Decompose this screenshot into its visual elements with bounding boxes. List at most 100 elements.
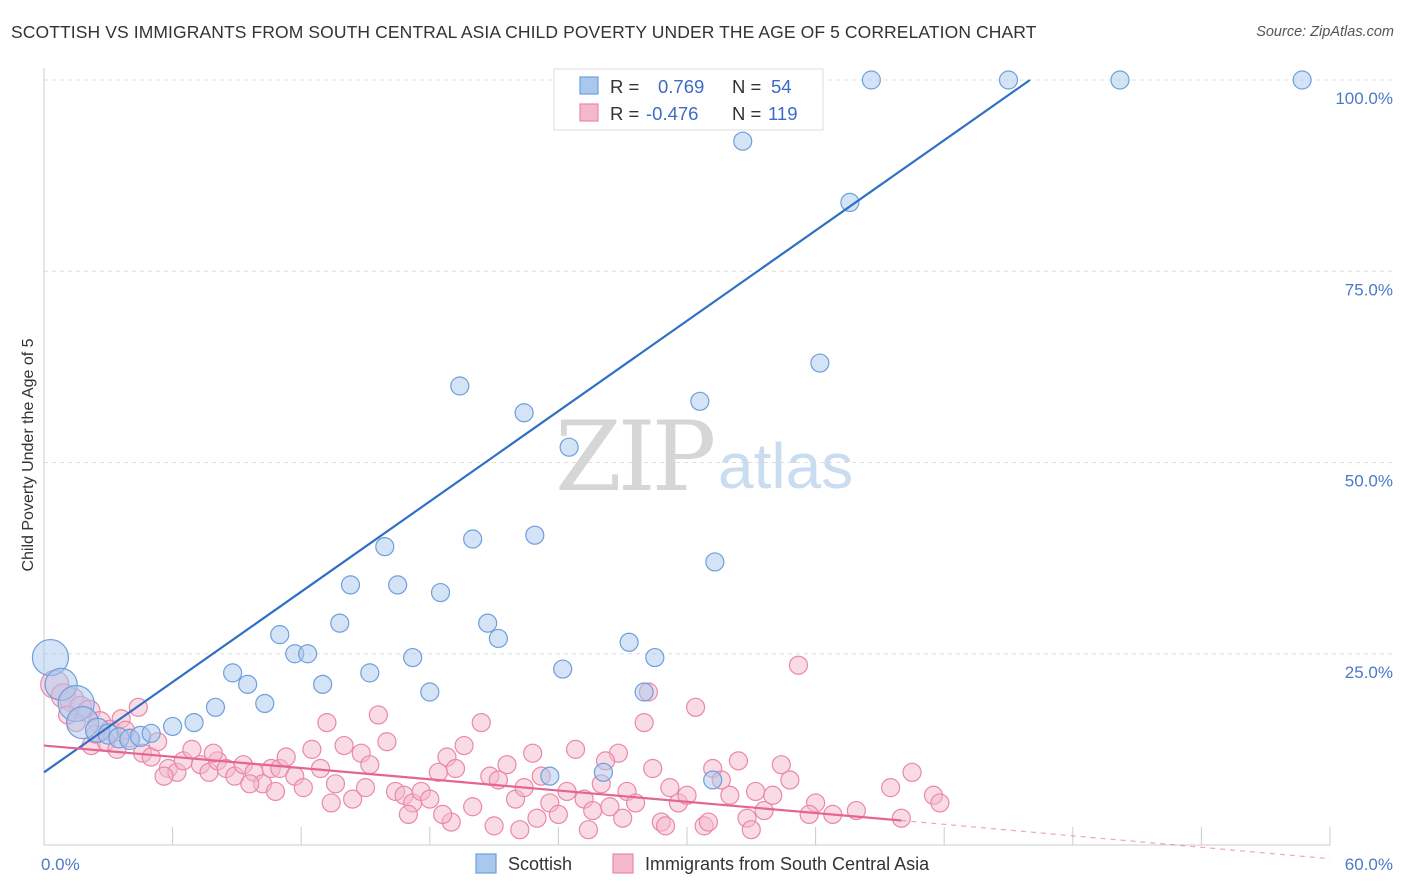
point-scottish-39 (634, 682, 654, 702)
x-tick-label-0: 0.0% (41, 855, 80, 874)
axes (43, 68, 1331, 846)
y-tick-label-0: 100.0% (1335, 89, 1393, 108)
point-scottish-49 (861, 70, 881, 90)
point-immigrants-83 (720, 785, 740, 805)
bottom-legend-scottish: Scottish (508, 854, 572, 874)
point-immigrants-91 (788, 655, 809, 675)
point-immigrants-108 (398, 804, 418, 825)
point-scottish-9 (141, 723, 161, 743)
point-scottish-20 (330, 613, 350, 633)
point-scottish-16 (270, 625, 290, 645)
point-scottish-52 (1292, 70, 1312, 90)
point-immigrants-103 (203, 743, 223, 763)
y-tick-labels: 100.0% 75.0% 50.0% 25.0% (1335, 89, 1393, 682)
point-immigrants-119 (846, 800, 866, 821)
watermark-zip: ZIP (555, 401, 714, 513)
y-tick-label-2: 50.0% (1345, 472, 1393, 491)
legend-n-value-immigrants: 119 (768, 103, 798, 124)
source-credit: Source: ZipAtlas.com (1256, 24, 1394, 40)
trend-lines (43, 79, 1331, 860)
point-immigrants-36 (317, 712, 337, 733)
trend-extension-immigrants (901, 819, 1331, 860)
point-scottish-22 (360, 663, 380, 683)
point-scottish-29 (463, 529, 483, 549)
point-immigrants-113 (613, 808, 633, 828)
data-points (31, 70, 1312, 840)
point-scottish-24 (388, 575, 408, 595)
point-immigrants-34 (302, 739, 322, 759)
point-immigrants-88 (763, 785, 783, 805)
point-immigrants-115 (655, 816, 676, 836)
point-scottish-10 (163, 716, 183, 737)
point-scottish-42 (703, 770, 723, 790)
chart-title: SCOTTISH VS IMMIGRANTS FROM SOUTH CENTRA… (11, 22, 1037, 42)
point-immigrants-48 (420, 789, 440, 809)
point-immigrants-52 (454, 735, 474, 756)
legend-n-label-immigrants: N = (732, 103, 761, 124)
point-immigrants-39 (343, 789, 363, 809)
point-immigrants-98 (930, 793, 950, 813)
point-scottish-28 (450, 376, 470, 396)
point-immigrants-106 (321, 793, 341, 813)
point-immigrants-121 (433, 804, 453, 825)
legend-r-label-immigrants: R = (610, 103, 639, 124)
point-immigrants-53 (463, 797, 483, 817)
point-scottish-31 (488, 628, 508, 649)
point-immigrants-67 (583, 800, 603, 821)
point-scottish-13 (223, 663, 243, 683)
point-scottish-18 (298, 644, 318, 664)
bottom-legend-swatch-scottish (475, 853, 497, 874)
point-scottish-25 (403, 647, 423, 668)
point-scottish-47 (840, 192, 860, 212)
point-immigrants-90 (780, 770, 800, 790)
x-tick-label-1: 60.0% (1345, 855, 1393, 874)
point-immigrants-69 (600, 797, 620, 817)
point-immigrants-38 (334, 735, 354, 756)
legend-n-value-scottish: 54 (771, 76, 792, 97)
point-immigrants-42 (368, 705, 388, 725)
point-scottish-45 (733, 131, 753, 151)
point-immigrants-73 (634, 712, 654, 733)
point-immigrants-89 (771, 755, 791, 775)
bottom-legend-immigrants: Immigrants from South Central Asia (645, 854, 930, 874)
point-immigrants-65 (565, 739, 586, 759)
y-tick-label-3: 25.0% (1345, 663, 1393, 682)
point-scottish-14 (238, 674, 258, 694)
watermark: ZIP atlas (555, 401, 853, 513)
point-immigrants-33 (293, 778, 313, 798)
legend-r-label-scottish: R = (610, 76, 639, 97)
point-immigrants-54 (471, 712, 491, 733)
point-scottish-38 (619, 632, 639, 652)
legend-swatch-scottish (579, 76, 599, 95)
point-scottish-43 (705, 552, 725, 572)
point-scottish-23 (375, 537, 395, 557)
point-immigrants-79 (685, 697, 706, 717)
bottom-legend: Scottish Immigrants from South Central A… (475, 853, 930, 874)
legend-frame (553, 68, 824, 131)
point-immigrants-104 (240, 774, 260, 794)
point-immigrants-112 (578, 820, 599, 840)
point-immigrants-31 (276, 747, 296, 767)
point-immigrants-94 (881, 778, 901, 798)
point-scottish-30 (478, 613, 498, 633)
point-immigrants-43 (377, 732, 397, 752)
point-immigrants-86 (745, 781, 766, 802)
point-scottish-21 (340, 575, 361, 595)
legend-n-label-scottish: N = (732, 76, 761, 97)
point-scottish-15 (255, 693, 275, 714)
point-scottish-12 (205, 697, 226, 717)
trend-line-scottish (43, 79, 1031, 774)
point-immigrants-63 (548, 804, 569, 825)
point-scottish-19 (313, 674, 333, 694)
point-immigrants-122 (510, 820, 530, 840)
y-axis-label: Child Poverty Under the Age of 5 (20, 338, 37, 571)
point-scottish-26 (420, 682, 440, 702)
point-scottish-11 (184, 712, 204, 733)
legend-swatch-immigrants (579, 103, 599, 122)
point-immigrants-118 (799, 804, 819, 825)
point-scottish-50 (998, 70, 1019, 90)
point-immigrants-78 (677, 785, 697, 805)
point-scottish-41 (690, 391, 710, 411)
point-immigrants-74 (643, 758, 663, 779)
